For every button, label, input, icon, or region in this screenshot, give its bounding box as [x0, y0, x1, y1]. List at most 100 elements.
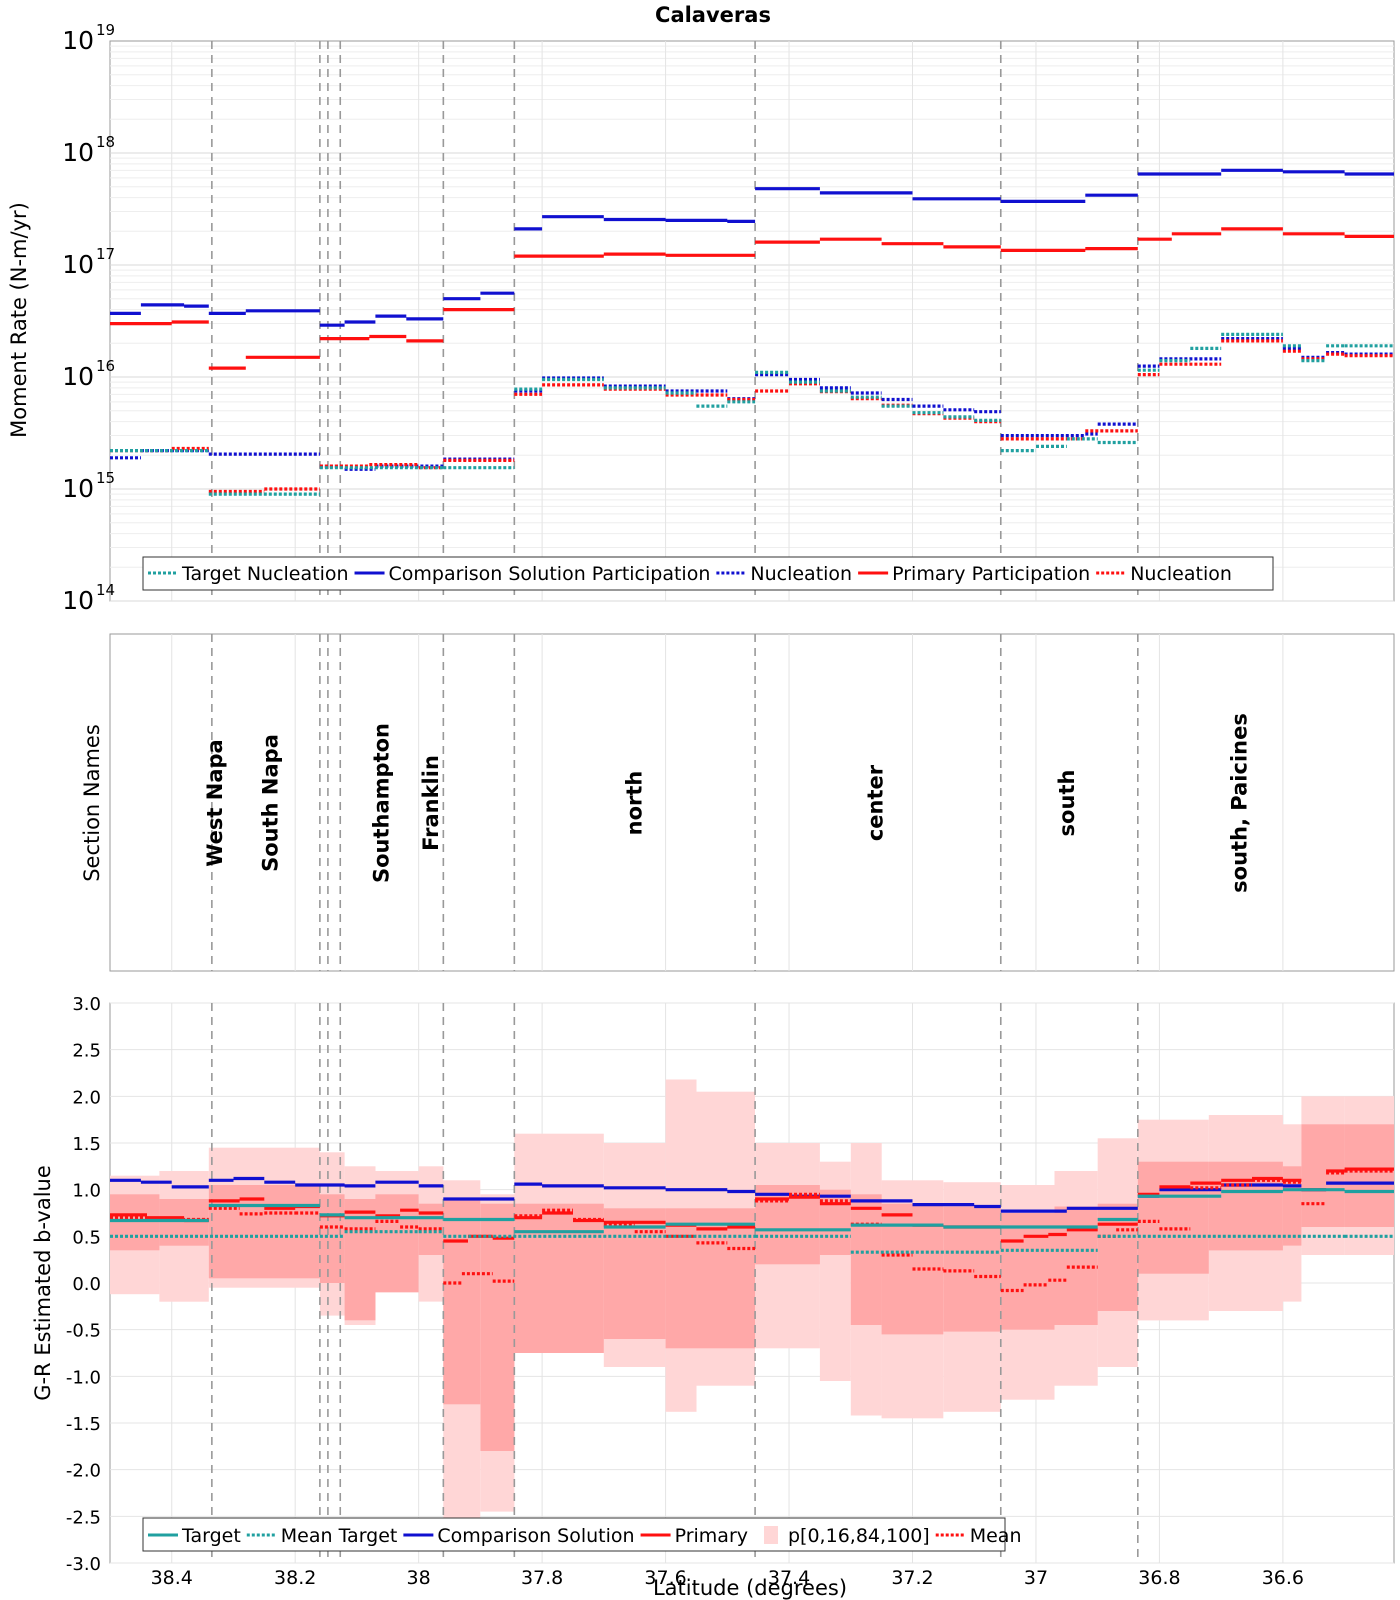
- b-value-band-inner-segment: [480, 1203, 515, 1451]
- b-value-band-inner-segment: [1344, 1124, 1394, 1227]
- moment-rate-y-tick-exponent: 18: [96, 133, 115, 151]
- moment-rate-legend-label: Primary Participation: [892, 563, 1090, 585]
- moment-rate-series-comparison-solution-participation: [110, 168, 1394, 327]
- b-value-y-tick-label: -1.5: [66, 1414, 101, 1435]
- b-value-legend: Target Mean Target Comparison Solution Prim…: [142, 1517, 1022, 1552]
- moment-rate-y-tick-exponent: 19: [96, 21, 115, 39]
- b-value-series-target: [110, 1188, 1394, 1234]
- moment-rate-y-tick-label: 10: [62, 138, 94, 167]
- moment-rate-y-tick-exponent: 15: [96, 469, 115, 487]
- section-name-label: Southampton: [370, 723, 394, 883]
- section-name-label: south, Paicines: [1228, 713, 1252, 893]
- b-value-y-tick-label: -2.0: [66, 1461, 101, 1482]
- moment-rate-series-primary-participation: [110, 227, 1394, 370]
- moment-rate-legend-box: [142, 556, 1274, 591]
- b-value-band-inner-segment: [443, 1199, 481, 1405]
- moment-rate-legend-label: Nucleation: [1130, 563, 1232, 585]
- b-value-band-inner-segment: [943, 1206, 1001, 1332]
- b-value-y-tick-label: 3.0: [72, 994, 101, 1015]
- b-value-series: [110, 1167, 1394, 1293]
- moment-rate-y-tick-label: 10: [62, 26, 94, 55]
- y-tick-base: 10: [62, 586, 94, 615]
- b-value-y-tick-label: 1.0: [72, 1181, 101, 1202]
- b-value-band-inner-segment: [1054, 1206, 1098, 1325]
- x-tick-label: 38.4: [151, 1567, 193, 1589]
- section-names-boundaries: [171, 634, 1284, 971]
- x-tick-label: 37.6: [644, 1567, 686, 1589]
- b-value-legend-label: Comparison Solution: [437, 1525, 634, 1547]
- b-value-y-tick-label: -1.0: [66, 1367, 101, 1388]
- b-value-y-tick-label: 2.0: [72, 1087, 101, 1108]
- x-tick-label: 36.8: [1138, 1567, 1180, 1589]
- moment-rate-legend-label: Nucleation: [750, 563, 852, 585]
- b-value-band-inner-segment: [1137, 1161, 1209, 1274]
- x-tick-label: 38.2: [274, 1567, 316, 1589]
- moment-rate-y-tick-label: 10: [62, 474, 94, 503]
- x-axis-label: Latitude (degrees): [653, 1576, 847, 1600]
- b-value-band-inner-segment: [1301, 1124, 1345, 1227]
- b-value-y-tick-label: -0.5: [66, 1321, 101, 1342]
- b-value-band-inner-segment: [1282, 1166, 1302, 1246]
- y-tick-base: 10: [62, 138, 94, 167]
- b-value-band-inner-segment: [159, 1199, 209, 1246]
- y-tick-base: 10: [62, 362, 94, 391]
- b-value-band-inner-segment: [603, 1208, 666, 1339]
- moment-rate-series-target-nucleation: [110, 332, 1394, 496]
- b-value-band-inner-segment: [514, 1203, 604, 1353]
- section-name-labels: West Napa South Napa Southampton Franklin no…: [203, 713, 1252, 893]
- b-value-band-inner-segment: [1097, 1203, 1138, 1311]
- moment-rate-section-boundaries: [211, 41, 1139, 601]
- b-value-band-inner-segment: [1000, 1213, 1055, 1330]
- b-value-band-inner-segment: [319, 1194, 345, 1283]
- section-names-y-label: Section Names: [80, 724, 104, 882]
- moment-rate-plot-area: [109, 40, 1395, 602]
- section-name-label: South Napa: [259, 734, 283, 872]
- section-name-label: West Napa: [203, 739, 227, 866]
- b-value-y-tick-label: -3.0: [66, 1554, 101, 1575]
- y-tick-base: 10: [62, 474, 94, 503]
- b-value-band-inner-segment: [208, 1185, 320, 1279]
- b-value-legend-swatch: [764, 1526, 778, 1544]
- b-value-y-tick-label: -2.5: [66, 1507, 101, 1528]
- section-name-label: center: [864, 764, 888, 841]
- b-value-legend-label: p[0,16,84,100]: [788, 1525, 930, 1547]
- b-value-band-inner-segment: [665, 1208, 756, 1349]
- b-value-legend-label: Target: [181, 1525, 241, 1547]
- b-value-series-mean-target: [110, 1230, 1394, 1254]
- b-value-y-tick-label: 2.5: [72, 1041, 101, 1062]
- section-name-label: north: [623, 771, 647, 836]
- b-value-series-comparison-solution: [110, 1176, 1394, 1213]
- b-value-y-tick-label: 0.0: [72, 1274, 101, 1295]
- section-name-label: south: [1055, 770, 1079, 837]
- moment-rate-y-tick-label: 10: [62, 586, 94, 615]
- b-value-y-ticks: 3.0 2.5 2.0 1.5 1.0 0.5 0.0 -0.5 -1.0 -1.5 -2.0 -2.…: [66, 994, 101, 1575]
- moment-rate-legend-label: Target Nucleation: [181, 563, 349, 585]
- moment-rate-series: [110, 168, 1394, 496]
- y-tick-base: 10: [62, 26, 94, 55]
- section-name-label: Franklin: [419, 755, 443, 851]
- b-value-y-label: G-R Estimated b-value: [31, 1165, 55, 1401]
- b-value-band-inner-segment: [850, 1194, 882, 1325]
- section-names-plot-area: [109, 633, 1395, 972]
- b-value-band-inner-segment: [110, 1194, 160, 1251]
- y-tick-base: 10: [62, 250, 94, 279]
- moment-rate-y-label: Moment Rate (N-m/yr): [7, 202, 31, 438]
- x-tick-labels: 38.4 38.2 38 37.8 37.6 37.4 37.2 37 36.8 36.6: [151, 1567, 1304, 1589]
- section-names-panel: West Napa South Napa Southampton Franklin no…: [80, 633, 1395, 972]
- moment-rate-legend-label: Comparison Solution Participation: [389, 563, 711, 585]
- b-value-legend-box: [142, 1517, 1006, 1552]
- x-tick-label: 37.4: [768, 1567, 810, 1589]
- moment-rate-y-tick-label: 10: [62, 250, 94, 279]
- moment-rate-y-tick-exponent: 16: [96, 357, 115, 375]
- moment-rate-legend: Target Nucleation Comparison Solution Par…: [142, 556, 1274, 591]
- moment-rate-y-tick-label: 10: [62, 362, 94, 391]
- moment-rate-grid: [110, 41, 1394, 602]
- x-tick-label: 38: [407, 1567, 431, 1589]
- b-value-legend-label: Primary: [675, 1525, 748, 1547]
- b-value-series-primary: [110, 1167, 1394, 1243]
- moment-rate-y-tick-exponent: 14: [96, 581, 115, 599]
- x-tick-label: 37.8: [521, 1567, 563, 1589]
